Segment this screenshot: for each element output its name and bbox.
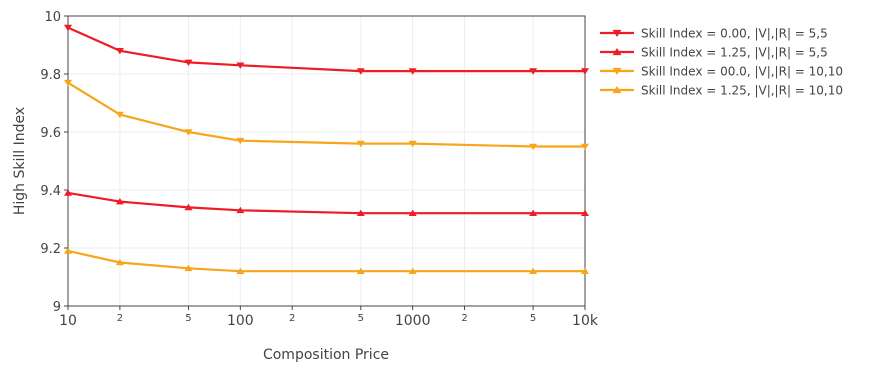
data-point[interactable] bbox=[115, 198, 124, 205]
data-point[interactable] bbox=[356, 140, 365, 148]
x-tick-label: 100 bbox=[227, 313, 254, 329]
legend-label: Skill Index = 1.25, |V|,|R| = 10,10 bbox=[641, 84, 843, 98]
data-point[interactable] bbox=[356, 209, 365, 216]
data-point[interactable] bbox=[64, 189, 72, 196]
x-tick-label: 5 bbox=[185, 313, 191, 324]
legend[interactable]: Skill Index = 0.00, |V|,|R| = 5,5 Skill I… bbox=[600, 27, 843, 98]
x-tick-label: 2 bbox=[289, 313, 295, 324]
x-tick-label: 2 bbox=[117, 313, 123, 324]
data-point[interactable] bbox=[529, 68, 538, 75]
data-point[interactable] bbox=[184, 59, 193, 66]
legend-marker-swatch bbox=[612, 85, 622, 94]
data-point[interactable] bbox=[408, 68, 417, 75]
data-point[interactable] bbox=[115, 111, 124, 119]
data-point[interactable] bbox=[529, 209, 538, 216]
legend-marker-swatch bbox=[612, 47, 622, 56]
data-point[interactable] bbox=[64, 247, 72, 254]
x-tick-label: 10k bbox=[572, 313, 599, 329]
data-point[interactable] bbox=[581, 209, 589, 216]
x-tick-label: 5 bbox=[358, 313, 364, 324]
data-point[interactable] bbox=[64, 79, 72, 87]
data-point[interactable] bbox=[581, 267, 589, 274]
series-line bbox=[67, 26, 585, 73]
x-axis-ticks: 10 2 5 100 2 5 1000 2 5 10k bbox=[59, 306, 599, 329]
data-point[interactable] bbox=[236, 137, 245, 145]
y-axis-ticks: 9 9.2 9.4 9.6 9.8 10 bbox=[40, 10, 68, 315]
legend-item[interactable]: Skill Index = 1.25, |V|,|R| = 10,10 bbox=[600, 84, 843, 98]
y-tick-label: 9.4 bbox=[40, 184, 61, 199]
series-4 bbox=[64, 247, 589, 274]
legend-item[interactable]: Skill Index = 00.0, |V|,|R| = 10,10 bbox=[600, 65, 843, 79]
data-point[interactable] bbox=[115, 48, 124, 55]
y-tick-label: 9 bbox=[53, 300, 61, 315]
x-tick-label: 1000 bbox=[395, 313, 431, 329]
data-point[interactable] bbox=[115, 258, 124, 266]
y-tick-label: 10 bbox=[44, 10, 61, 25]
data-point[interactable] bbox=[529, 143, 538, 151]
data-point[interactable] bbox=[408, 140, 417, 148]
series-3 bbox=[64, 79, 589, 151]
legend-label: Skill Index = 0.00, |V|,|R| = 5,5 bbox=[641, 27, 828, 41]
data-point[interactable] bbox=[581, 68, 589, 75]
data-point[interactable] bbox=[356, 267, 365, 274]
legend-item[interactable]: Skill Index = 1.25, |V|,|R| = 5,5 bbox=[600, 46, 828, 60]
data-point[interactable] bbox=[356, 68, 365, 75]
legend-label: Skill Index = 1.25, |V|,|R| = 5,5 bbox=[641, 46, 828, 60]
legend-marker-swatch bbox=[612, 29, 622, 38]
data-point[interactable] bbox=[581, 143, 589, 151]
y-tick-label: 9.2 bbox=[40, 242, 61, 257]
y-axis-title: High Skill Index bbox=[12, 107, 28, 215]
x-tick-label: 2 bbox=[461, 313, 467, 324]
legend-label: Skill Index = 00.0, |V|,|R| = 10,10 bbox=[641, 65, 843, 79]
data-point[interactable] bbox=[408, 267, 417, 274]
grid bbox=[67, 15, 586, 307]
data-point[interactable] bbox=[184, 129, 193, 136]
data-point[interactable] bbox=[408, 209, 417, 216]
data-point[interactable] bbox=[184, 264, 193, 272]
series-line bbox=[67, 81, 585, 148]
y-tick-label: 9.6 bbox=[40, 126, 61, 141]
legend-item[interactable]: Skill Index = 0.00, |V|,|R| = 5,5 bbox=[600, 27, 828, 41]
data-point[interactable] bbox=[184, 203, 193, 211]
data-point[interactable] bbox=[64, 24, 72, 32]
series-line bbox=[67, 249, 585, 273]
series-2 bbox=[64, 189, 589, 216]
x-tick-label: 10 bbox=[59, 313, 77, 329]
y-tick-label: 9.8 bbox=[40, 68, 61, 83]
series-layer bbox=[64, 24, 589, 274]
series-line bbox=[67, 191, 585, 215]
x-tick-label: 5 bbox=[530, 313, 536, 324]
plot-area-border bbox=[67, 15, 586, 307]
legend-marker-swatch bbox=[612, 67, 622, 76]
data-point[interactable] bbox=[236, 206, 245, 214]
data-point[interactable] bbox=[529, 267, 538, 274]
x-axis-title: Composition Price bbox=[263, 347, 389, 363]
data-point[interactable] bbox=[236, 62, 245, 69]
series-1 bbox=[64, 24, 589, 75]
data-point[interactable] bbox=[236, 267, 245, 274]
